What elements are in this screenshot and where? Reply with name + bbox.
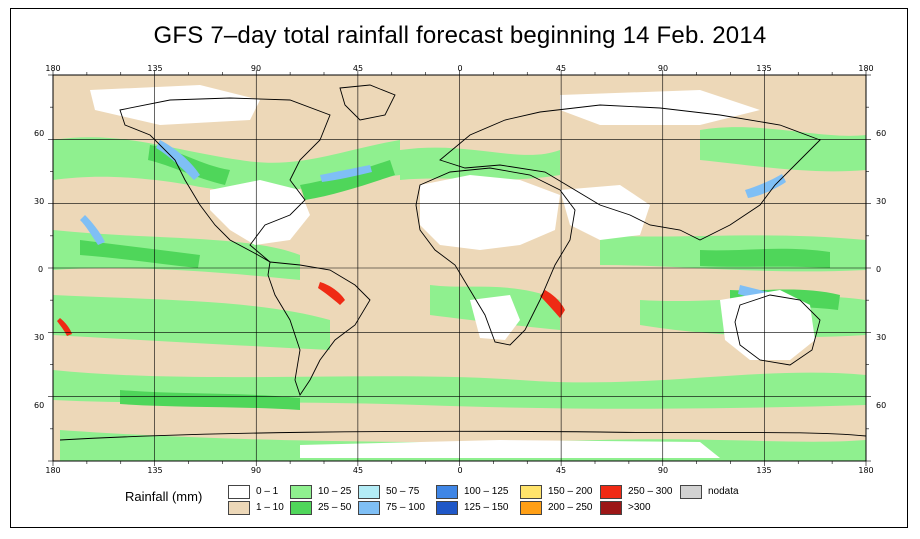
lon-label: 135 xyxy=(147,466,162,475)
lat-label: 60 xyxy=(876,401,886,410)
lat-label: 60 xyxy=(34,129,44,138)
dry-land-areas xyxy=(90,85,815,458)
lon-label: 90 xyxy=(658,64,668,73)
lat-label: 30 xyxy=(876,333,886,342)
lat-labels-left: 60 30 0 30 60 xyxy=(34,129,44,410)
lon-label: 45 xyxy=(353,64,363,73)
legend-label: 250 – 300 xyxy=(628,486,673,497)
legend-swatch xyxy=(358,501,380,515)
legend-swatch xyxy=(358,485,380,499)
lon-label: 0 xyxy=(457,466,462,475)
map-title: GFS 7–day total rainfall forecast beginn… xyxy=(153,22,767,49)
lat-labels-right: 60 30 0 30 60 xyxy=(876,129,886,410)
lon-labels-bottom: 180 135 90 45 0 45 90 135 180 xyxy=(45,466,873,475)
legend-label: 50 – 75 xyxy=(386,486,420,497)
legend-label: 125 – 150 xyxy=(464,502,509,513)
legend-swatch xyxy=(290,501,312,515)
legend-swatch xyxy=(520,501,542,515)
figure-frame xyxy=(10,8,908,528)
legend-swatch xyxy=(680,485,702,499)
graticule xyxy=(53,75,866,461)
legend-swatch xyxy=(228,485,250,499)
lon-label: 180 xyxy=(858,64,873,73)
legend-label: 10 – 25 xyxy=(318,486,352,497)
lat-label: 30 xyxy=(876,197,886,206)
lat-label: 0 xyxy=(38,265,43,274)
lon-label: 135 xyxy=(756,64,771,73)
lon-label: 180 xyxy=(858,466,873,475)
legend-label: 1 – 10 xyxy=(256,502,284,513)
legend-swatch xyxy=(436,485,458,499)
legend-swatch xyxy=(600,485,622,499)
tick-marks xyxy=(48,70,871,466)
lat-label: 0 xyxy=(876,265,881,274)
legend-swatch xyxy=(228,501,250,515)
lon-label: 135 xyxy=(147,64,162,73)
legend-label: 75 – 100 xyxy=(386,502,425,513)
lon-label: 0 xyxy=(457,64,462,73)
legend-swatch xyxy=(520,485,542,499)
lat-label: 30 xyxy=(34,333,44,342)
lon-label: 90 xyxy=(251,64,261,73)
lon-label: 180 xyxy=(45,64,60,73)
extreme-rain-areas xyxy=(57,282,565,336)
legend-label: 100 – 125 xyxy=(464,486,509,497)
legend-label: 25 – 50 xyxy=(318,502,352,513)
legend-label: >300 xyxy=(628,502,651,513)
legend-label: nodata xyxy=(708,486,739,497)
legend-label: 0 – 1 xyxy=(256,486,279,497)
lon-label: 90 xyxy=(658,466,668,475)
lat-label: 60 xyxy=(34,401,44,410)
lon-label: 45 xyxy=(353,466,363,475)
coastlines xyxy=(59,84,866,441)
legend-label: 200 – 250 xyxy=(548,502,593,513)
lon-label: 180 xyxy=(45,466,60,475)
legend-swatch xyxy=(600,501,622,515)
lon-label: 90 xyxy=(251,466,261,475)
lon-label: 135 xyxy=(756,466,771,475)
legend-swatch xyxy=(290,485,312,499)
lon-label: 45 xyxy=(556,466,566,475)
lat-label: 60 xyxy=(876,129,886,138)
lon-labels-top: 180 135 90 45 0 45 90 135 180 xyxy=(45,64,873,73)
legend-swatch xyxy=(436,501,458,515)
lon-label: 45 xyxy=(556,64,566,73)
legend-title: Rainfall (mm) xyxy=(125,489,203,504)
lat-label: 30 xyxy=(34,197,44,206)
legend: 0 – 1 1 – 10 10 – 25 25 – 50 50 – 75 75 … xyxy=(228,483,788,517)
legend-label: 150 – 200 xyxy=(548,486,593,497)
